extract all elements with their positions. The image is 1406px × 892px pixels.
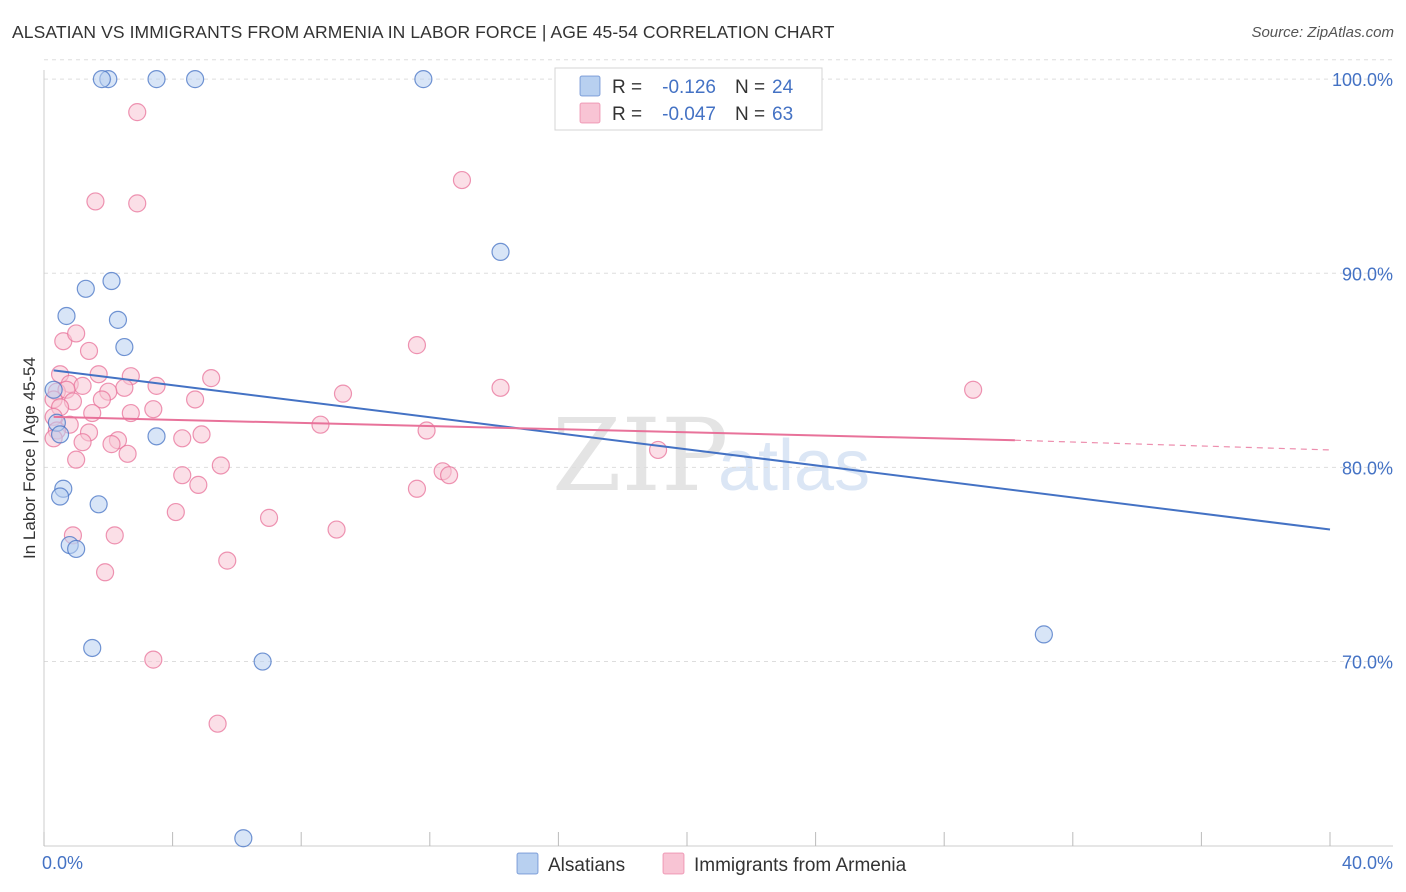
y-tick-label-70: 70.0%: [1342, 653, 1393, 673]
armenia-point-15: [147, 376, 166, 395]
grid: [44, 59, 1393, 663]
alsatians-point-5: [491, 242, 510, 262]
armenia-point-45: [211, 456, 230, 475]
armenia-point-55: [105, 526, 124, 545]
alsatians-point-20: [83, 638, 102, 658]
x-ticks: [43, 832, 1331, 846]
armenia-point-49: [189, 475, 208, 494]
alsatians-point-3: [186, 70, 205, 89]
alsatians-point-11: [44, 380, 63, 399]
armenia-point-19: [491, 378, 510, 397]
armenia-point-24: [92, 390, 111, 409]
armenia-point-43: [118, 444, 137, 463]
stats-r-label-1: R =: [612, 77, 642, 98]
bottom-legend: Alsatians Immigrants from Armenia: [516, 852, 907, 876]
armenia-point-40: [192, 425, 211, 444]
armenia-point-58: [144, 650, 163, 669]
alsatians-point-2: [147, 70, 166, 89]
axes: [43, 70, 1393, 847]
armenia-point-14: [115, 378, 134, 397]
armenia-point-25: [186, 390, 205, 409]
legend-label-armenia: Immigrants from Armenia: [694, 855, 907, 876]
alsatians-point-13: [50, 425, 70, 444]
alsatians-point-1: [92, 70, 111, 89]
stats-n-value-1: 24: [772, 77, 794, 98]
stats-r-value-2: -0.047: [662, 104, 716, 125]
armenia-point-29: [144, 400, 163, 419]
alsatians-point-7: [76, 279, 95, 298]
armenia-point-13: [73, 376, 92, 395]
trendline-armenia-extension: [1014, 439, 1331, 451]
armenia-point-50: [407, 479, 427, 498]
alsatians-point-21: [253, 652, 272, 671]
x-tick-label-min: 0.0%: [42, 853, 83, 873]
armenia-point-21: [964, 380, 983, 399]
alsatians-point-6: [102, 271, 121, 291]
legend-swatch-alsatians: [516, 852, 539, 875]
alsatians-point-16: [50, 487, 70, 506]
stats-n-label-1: N =: [735, 77, 765, 98]
trendlines: [53, 369, 1331, 531]
alsatians-point-9: [108, 310, 128, 329]
armenia-point-6: [79, 341, 99, 361]
alsatians-point-10: [115, 337, 134, 357]
armenia-point-44: [67, 450, 86, 469]
armenia-point-52: [259, 508, 279, 527]
armenia-point-53: [327, 520, 346, 539]
x-tick-label-max: 40.0%: [1342, 853, 1393, 873]
armenia-point-28: [121, 403, 140, 423]
armenia-point-5: [67, 324, 86, 343]
armenia-point-0: [128, 103, 147, 122]
armenia-point-59: [208, 714, 227, 733]
armenia-point-7: [407, 336, 427, 355]
y-tick-label-100: 100.0%: [1332, 70, 1393, 90]
watermark-zip: ZIP: [552, 397, 728, 514]
chart-title: ALSATIAN VS IMMIGRANTS FROM ARMENIA IN L…: [12, 22, 835, 42]
watermark-atlas: atlas: [718, 426, 870, 506]
alsatians-point-22: [1034, 625, 1053, 644]
series-armenia-points: [44, 103, 983, 733]
y-tick-label-80: 80.0%: [1342, 458, 1393, 478]
armenia-point-38: [102, 435, 121, 454]
trendline-alsatians: [53, 369, 1331, 531]
armenia-point-51: [166, 502, 185, 522]
y-tick-label-90: 90.0%: [1342, 264, 1393, 284]
legend-label-alsatians: Alsatians: [548, 855, 625, 876]
alsatians-point-8: [57, 306, 76, 326]
stats-legend-swatch-armenia: [579, 102, 601, 124]
series-alsatians-points: [44, 70, 1053, 848]
y-tick-labels: 70.0% 80.0% 90.0% 100.0%: [1332, 70, 1393, 672]
alsatians-point-19: [67, 539, 86, 559]
stats-legend: R = -0.126 N = 24 R = -0.047 N = 63: [554, 67, 823, 131]
trendline-armenia: [53, 415, 1015, 442]
chart-source: Source: ZipAtlas.com: [1251, 24, 1394, 41]
armenia-point-39: [173, 429, 192, 448]
watermark: ZIP atlas: [552, 397, 870, 514]
armenia-point-57: [95, 563, 115, 582]
stats-r-value-1: -0.126: [662, 77, 716, 98]
armenia-point-56: [218, 551, 237, 570]
stats-legend-swatch-alsatians: [579, 75, 601, 97]
alsatians-point-23: [234, 829, 253, 848]
armenia-point-37: [73, 433, 92, 452]
stats-n-label-2: N =: [735, 104, 765, 125]
alsatians-point-14: [147, 427, 166, 446]
armenia-point-2: [86, 192, 105, 211]
armenia-point-3: [128, 194, 147, 213]
legend-swatch-armenia: [662, 852, 685, 875]
y-axis-label: In Labor Force | Age 45-54: [20, 357, 39, 559]
armenia-point-41: [417, 421, 436, 440]
armenia-point-48: [439, 466, 459, 485]
stats-r-label-2: R =: [612, 104, 642, 125]
alsatians-point-4: [414, 70, 433, 89]
armenia-point-11: [202, 369, 221, 388]
alsatians-point-17: [89, 495, 108, 514]
armenia-point-20: [333, 384, 353, 403]
armenia-point-1: [452, 170, 472, 190]
stats-n-value-2: 63: [772, 104, 793, 125]
armenia-point-47: [173, 466, 192, 485]
armenia-point-32: [311, 415, 330, 434]
